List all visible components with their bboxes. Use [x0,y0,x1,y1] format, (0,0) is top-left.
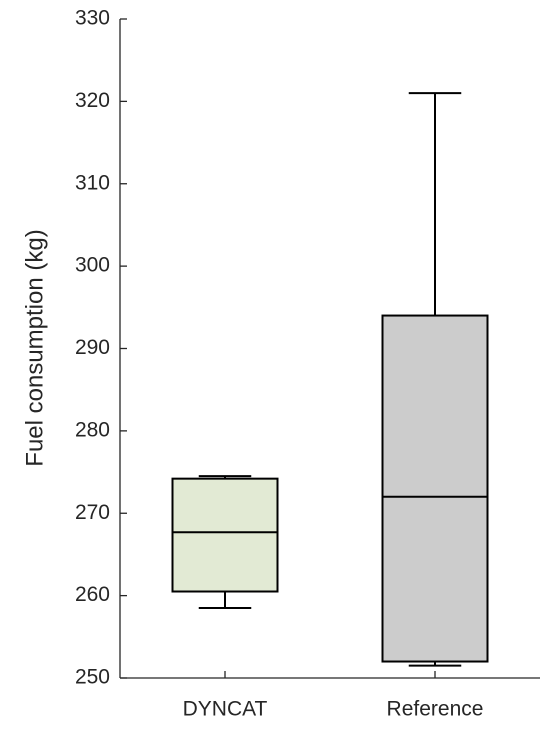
x-tick-label: DYNCAT [183,698,268,721]
x-tick-label: Reference [387,698,484,721]
y-axis-label: Fuel consumption (kg) [21,229,48,466]
y-tick-label: 330 [75,7,110,30]
y-tick-label: 280 [75,418,110,441]
y-tick-label: 320 [75,89,110,112]
y-tick-label: 260 [75,583,110,606]
y-tick-label: 300 [75,254,110,277]
box [171,477,279,593]
y-tick-label: 310 [75,171,110,194]
y-tick-label: 250 [75,666,110,689]
y-tick-label: 270 [75,501,110,524]
box [381,314,489,663]
y-tick-label: 290 [75,336,110,359]
